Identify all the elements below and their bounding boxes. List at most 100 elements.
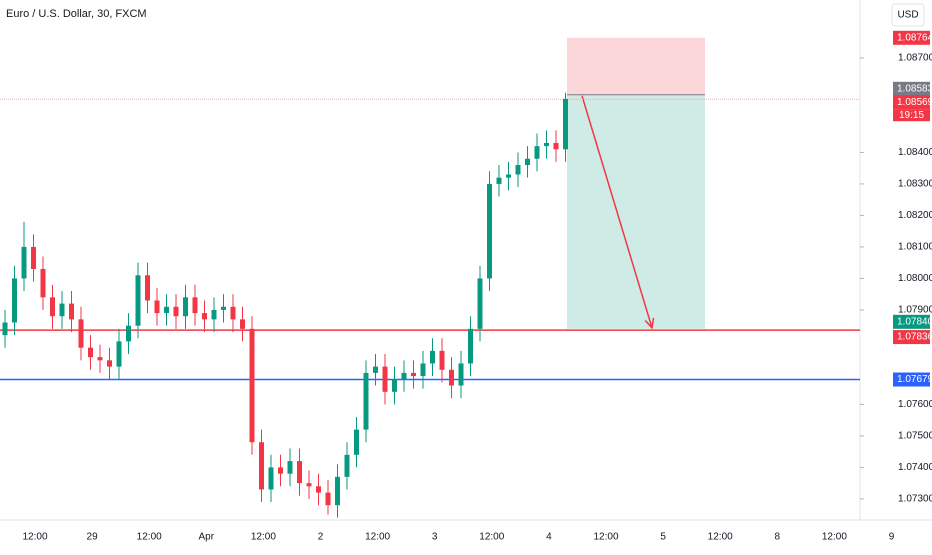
x-tick-label: 12:00: [479, 532, 504, 543]
candle-body: [145, 275, 150, 301]
candle-body: [259, 442, 264, 490]
candle-body: [287, 461, 293, 474]
y-tick-label: 1.08700: [898, 53, 932, 64]
candle-body: [97, 357, 103, 361]
candle-body: [515, 165, 521, 175]
x-tick-label: 4: [546, 532, 552, 543]
price-label-bg: [893, 314, 930, 329]
price-label: 1.08569: [897, 97, 932, 108]
candle-body: [316, 486, 321, 493]
candle-body: [202, 313, 207, 320]
x-tick-label: 12:00: [22, 532, 47, 543]
arrow-head: [644, 317, 655, 330]
price-label-bg: [893, 30, 930, 45]
candle-body: [468, 328, 473, 364]
candle-body: [268, 467, 274, 490]
x-tick-label: 9: [889, 532, 895, 543]
y-tick-label: 1.08400: [898, 147, 932, 158]
candle-body: [278, 467, 283, 474]
x-tick-label: 3: [432, 532, 438, 543]
y-tick-label: 1.08000: [898, 273, 932, 284]
candle-body: [221, 306, 226, 310]
candle-body: [373, 366, 378, 373]
price-label: 1.07679: [897, 374, 932, 385]
y-tick-label: 1.07500: [898, 431, 932, 442]
candle-body: [173, 306, 179, 317]
candle-body: [430, 350, 435, 364]
candle-body: [2, 322, 8, 336]
candle-body: [382, 366, 388, 392]
candle-body: [12, 278, 17, 323]
price-label: 1.08583: [897, 83, 932, 94]
x-tick-label: 5: [660, 532, 666, 543]
candle-body: [306, 483, 312, 487]
x-tick-label: 12:00: [137, 532, 162, 543]
candle-body: [59, 303, 65, 317]
currency[interactable]: USD: [897, 10, 918, 21]
candle-body: [354, 429, 359, 455]
price-label-bg: [893, 81, 930, 96]
candle-body: [31, 246, 36, 269]
candle-body: [420, 363, 426, 377]
candle-body: [107, 360, 112, 367]
candle-body: [40, 268, 46, 298]
candle-body: [544, 142, 549, 147]
candle-body: [116, 341, 122, 367]
y-tick-label: 1.07300: [898, 494, 932, 505]
stop-zone: [567, 37, 705, 95]
candle-body: [496, 177, 502, 184]
x-tick-label: Apr: [199, 532, 215, 543]
candle-body: [534, 146, 540, 159]
candle-body: [154, 300, 160, 314]
candle-body: [69, 303, 74, 320]
candle-body: [50, 297, 55, 317]
candle-body: [458, 363, 464, 386]
candle-body: [363, 372, 369, 430]
x-tick-label: 12:00: [822, 532, 847, 543]
chart-title: Euro / U.S. Dollar, 30, FXCM: [6, 8, 147, 20]
price-label: 1.07840: [897, 316, 932, 327]
countdown-bg: [893, 109, 930, 122]
candle-body: [135, 275, 141, 326]
candle-body: [297, 461, 302, 484]
candle-body: [21, 246, 27, 279]
x-tick-label: 29: [87, 532, 99, 543]
y-tick-label: 1.07400: [898, 462, 932, 473]
price-label: 1.08764: [897, 32, 932, 43]
candle-body: [230, 306, 236, 320]
currency-button[interactable]: [891, 3, 925, 27]
candle-body: [325, 492, 331, 506]
x-tick-label: 12:00: [365, 532, 390, 543]
candle-body: [506, 174, 511, 178]
price-label-bg: [893, 330, 930, 345]
candle-body: [401, 372, 407, 380]
candle-body: [563, 98, 568, 150]
candle-body: [164, 306, 169, 314]
x-tick-label: 8: [775, 532, 781, 543]
x-tick-label: 12:00: [593, 532, 618, 543]
y-tick-label: 1.08300: [898, 179, 932, 190]
price-label-bg: [893, 95, 930, 110]
candle-body: [392, 379, 397, 392]
x-tick-label: 2: [318, 532, 324, 543]
y-tick-label: 1.07600: [898, 399, 932, 410]
price-label-bg: [893, 372, 930, 387]
candle-body: [439, 350, 445, 370]
x-tick-label: 12:00: [708, 532, 733, 543]
candle-body: [477, 278, 483, 329]
candle-body: [88, 347, 93, 358]
price-label: 1.07836: [897, 332, 932, 343]
countdown: 19:15: [899, 110, 924, 121]
candle-body: [344, 454, 350, 477]
candle-body: [449, 369, 454, 386]
candle-body: [525, 158, 530, 166]
target-zone: [567, 94, 705, 329]
y-tick-label: 1.07900: [898, 305, 932, 316]
candle-body: [249, 328, 255, 443]
candle-body: [126, 325, 131, 342]
candle-body: [78, 319, 84, 348]
candle-body: [183, 297, 188, 317]
candle-body: [211, 309, 217, 320]
